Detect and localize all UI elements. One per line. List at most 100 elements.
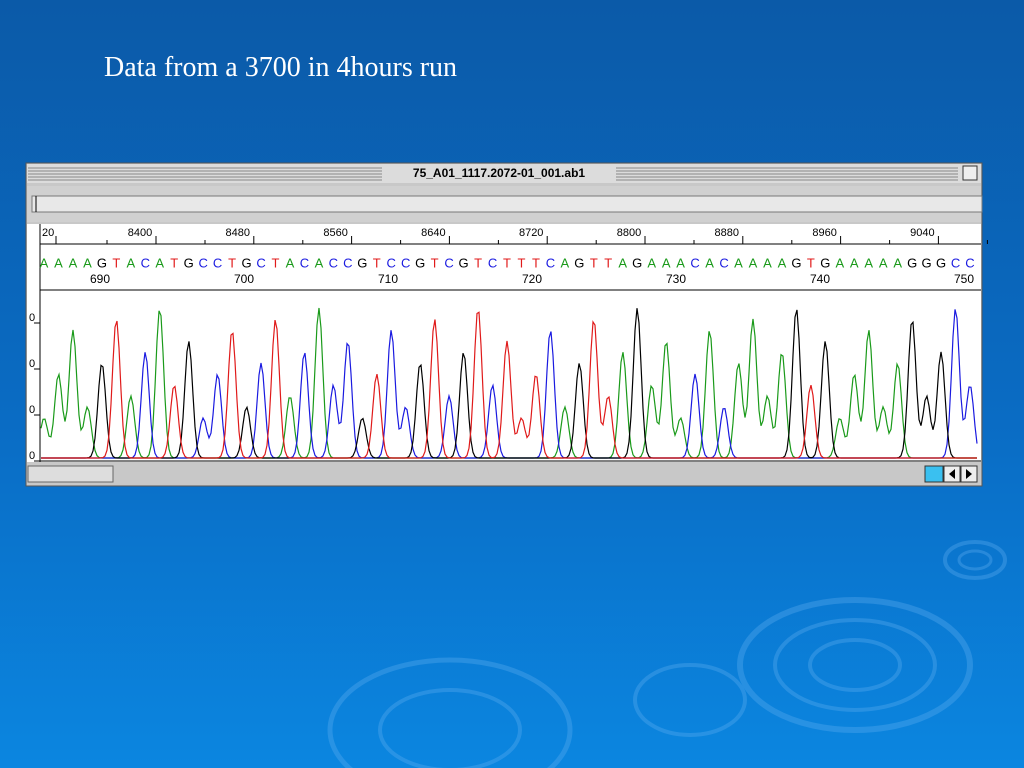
base-call: A — [778, 255, 787, 270]
amplitude-label: 0 — [29, 312, 35, 324]
base-call: G — [242, 255, 252, 270]
base-call: T — [807, 255, 815, 270]
base-call: A — [734, 255, 743, 270]
base-call: A — [618, 255, 627, 270]
arrow-right — [966, 469, 972, 479]
base-call: A — [893, 255, 902, 270]
scan-label: 8880 — [715, 227, 739, 239]
scan-label: 8480 — [226, 227, 250, 239]
base-call: C — [213, 255, 222, 270]
base-call: C — [198, 255, 207, 270]
base-call: G — [820, 255, 830, 270]
base-call: T — [373, 255, 381, 270]
ripples — [327, 540, 1007, 768]
base-call: A — [662, 255, 671, 270]
scan-label: 8560 — [323, 227, 347, 239]
base-call: G — [936, 255, 946, 270]
base-call: C — [546, 255, 555, 270]
scan-label: 8800 — [617, 227, 641, 239]
scan-label: 8400 — [128, 227, 152, 239]
base-call: A — [835, 255, 844, 270]
base-call: C — [141, 255, 150, 270]
base-call: C — [256, 255, 265, 270]
base-call: T — [431, 255, 439, 270]
base-call: A — [763, 255, 772, 270]
trace — [41, 308, 977, 459]
base-call: G — [415, 255, 425, 270]
base-call: A — [126, 255, 135, 270]
base-call: A — [879, 255, 888, 270]
scan-label: 8720 — [519, 227, 543, 239]
base-call: G — [184, 255, 194, 270]
base-call: G — [574, 255, 584, 270]
amplitude-label: 0 — [29, 450, 35, 462]
base-call: C — [300, 255, 309, 270]
base-call: C — [343, 255, 352, 270]
base-call: T — [272, 255, 280, 270]
scroll-thumb[interactable] — [924, 465, 944, 483]
trace — [41, 311, 977, 459]
base-call: C — [488, 255, 497, 270]
base-call: T — [590, 255, 598, 270]
scan-label: 8640 — [421, 227, 445, 239]
base-call: C — [690, 255, 699, 270]
amplitude-label: 0 — [29, 358, 35, 370]
base-position: 750 — [954, 272, 974, 286]
zoom-box[interactable] — [962, 165, 978, 181]
base-call: G — [791, 255, 801, 270]
base-call: G — [922, 255, 932, 270]
base-call: A — [705, 255, 714, 270]
base-call: A — [155, 255, 164, 270]
base-position: 700 — [234, 272, 254, 286]
base-call: T — [228, 255, 236, 270]
scan-label: 20 — [42, 227, 54, 239]
base-call: A — [69, 255, 78, 270]
arrow-left — [949, 469, 955, 479]
amplitude-label: 0 — [29, 404, 35, 416]
base-call: G — [357, 255, 367, 270]
base-position: 730 — [666, 272, 686, 286]
base-call: T — [503, 255, 511, 270]
title-bar — [27, 164, 981, 183]
position-slider[interactable] — [31, 195, 983, 213]
base-position: 740 — [810, 272, 830, 286]
base-call: C — [401, 255, 410, 270]
status-bar — [27, 464, 981, 484]
base-position: 710 — [378, 272, 398, 286]
base-call: T — [532, 255, 540, 270]
base-position: 690 — [90, 272, 110, 286]
base-call: C — [951, 255, 960, 270]
base-call: A — [647, 255, 656, 270]
base-call: G — [97, 255, 107, 270]
base-call: T — [474, 255, 482, 270]
base-call: A — [40, 255, 49, 270]
base-call: A — [54, 255, 63, 270]
title-stripes — [28, 167, 958, 181]
base-call: A — [83, 255, 92, 270]
base-call: A — [561, 255, 570, 270]
scan-label: 9040 — [910, 227, 934, 239]
base-call: G — [459, 255, 469, 270]
base-call: T — [517, 255, 525, 270]
base-call: A — [749, 255, 758, 270]
base-call: C — [329, 255, 338, 270]
base-call: A — [286, 255, 295, 270]
base-call: T — [170, 255, 178, 270]
base-call: C — [387, 255, 396, 270]
slide-title: Data from a 3700 in 4hours run — [104, 52, 458, 83]
base-call: T — [604, 255, 612, 270]
base-call: G — [907, 255, 917, 270]
base-call: C — [444, 255, 453, 270]
base-call: A — [315, 255, 324, 270]
base-position: 720 — [522, 272, 542, 286]
scan-label: 8960 — [812, 227, 836, 239]
base-call: A — [676, 255, 685, 270]
base-call: G — [632, 255, 642, 270]
base-call: C — [965, 255, 974, 270]
trace-panel — [27, 224, 981, 462]
base-call: C — [719, 255, 728, 270]
base-call: T — [112, 255, 120, 270]
view-tools[interactable] — [27, 465, 114, 483]
base-call: A — [850, 255, 859, 270]
